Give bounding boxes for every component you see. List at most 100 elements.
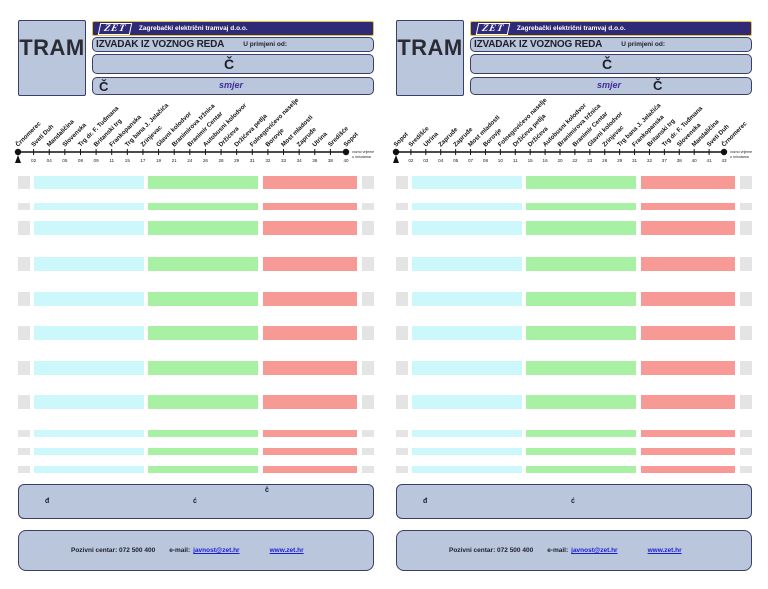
travel-time: 22 [572, 158, 578, 163]
travel-time: 38 [677, 158, 683, 163]
timetable-right: TRAM ZET Zagrebački električni tramvaj d… [390, 0, 760, 589]
timetable-cell [526, 257, 636, 271]
timetable-cell [526, 176, 636, 189]
timetable-cell [18, 448, 30, 455]
company-name: Zagrebački električni tramvaj d.o.o. [138, 25, 248, 32]
timetable-cell [641, 203, 735, 210]
timetable-cell [148, 448, 258, 455]
call-center: Pozivni centar: 072 500 400 [71, 547, 156, 554]
timetable-row [396, 221, 752, 235]
timetable-cell [148, 361, 258, 375]
travel-time-label: u minutama [352, 155, 371, 159]
travel-time: 29 [234, 158, 240, 163]
timetable-cell [34, 292, 144, 306]
notes-box: đ ć č [18, 484, 374, 519]
timetable-cell [148, 395, 258, 409]
timetable-cell [148, 257, 258, 271]
timetable-cell [18, 395, 30, 409]
call-center: Pozivni centar: 072 500 400 [449, 547, 534, 554]
timetable-cell [18, 203, 30, 210]
timetable-row [396, 361, 752, 375]
travel-time: 08 [78, 158, 84, 163]
note-a: đ [45, 498, 50, 505]
travel-time: 19 [156, 158, 162, 163]
timetable-cell [641, 448, 735, 455]
timetable-row [18, 176, 374, 189]
direction-to: Č [653, 78, 663, 93]
timetable-row [18, 430, 374, 437]
timetable-cell [362, 326, 374, 340]
timetable-cell [362, 395, 374, 409]
travel-time: 29 [617, 158, 623, 163]
website-link[interactable]: www.zet.hr [647, 547, 682, 554]
timetable-cell [148, 292, 258, 306]
note-c: č [265, 487, 269, 494]
company-name: Zagrebački električni tramvaj d.o.o. [516, 25, 626, 32]
website-link[interactable]: www.zet.hr [269, 547, 304, 554]
timetable-cell [740, 448, 752, 455]
timetable-cell [18, 176, 30, 189]
timetable-cell [396, 430, 408, 437]
timetable-cell [148, 203, 258, 210]
timetable-cell [396, 203, 408, 210]
travel-time: 11 [109, 158, 114, 163]
timetable-cell [641, 361, 735, 375]
timetable-cell [18, 466, 30, 473]
travel-time: 02 [31, 158, 37, 163]
travel-time: 31 [632, 158, 638, 163]
timetable-cell [526, 361, 636, 375]
tram-label: TRAM [397, 35, 463, 60]
timetable-cell [641, 292, 735, 306]
timetable-row [18, 466, 374, 473]
travel-time: 17 [140, 158, 146, 163]
timetable-cell [34, 326, 144, 340]
timetable-cell [18, 361, 30, 375]
travel-time: 05 [62, 158, 68, 163]
travel-time: 15 [528, 158, 534, 163]
company-bar: ZET Zagrebački električni tramvaj d.o.o. [470, 21, 752, 36]
timetable-cell [412, 326, 522, 340]
timetable-cell [34, 203, 144, 210]
timetable-row [18, 257, 374, 271]
travel-time: 26 [203, 158, 209, 163]
timetable-cell [263, 361, 357, 375]
timetable-cell [641, 176, 735, 189]
timetable-row [396, 395, 752, 409]
email-label: e-mail: [547, 547, 569, 554]
travel-time: 34 [297, 158, 303, 163]
timetable-cell [18, 221, 30, 235]
start-arrow-icon [393, 155, 399, 163]
timetable-cell [263, 257, 357, 271]
timetable-cell [34, 176, 144, 189]
timetable-cell [412, 292, 522, 306]
travel-time: 05 [453, 158, 459, 163]
line-row: Č [470, 54, 752, 74]
timetable-cell [34, 221, 144, 235]
timetable-cell [263, 221, 357, 235]
travel-time: 32 [647, 158, 653, 163]
timetable-cell [34, 395, 144, 409]
timetable-cell [34, 466, 144, 473]
direction-label: smjer [219, 80, 244, 90]
timetable-cell [740, 221, 752, 235]
travel-time: 38 [328, 158, 334, 163]
timetable-cell [412, 176, 522, 189]
timetable-row [18, 395, 374, 409]
timetable-cell [526, 326, 636, 340]
timetable-cell [641, 221, 735, 235]
line-number: Č [223, 56, 235, 72]
start-dot [14, 148, 22, 156]
valid-from-label: U primjeni od: [621, 41, 665, 48]
timetable-cell [362, 430, 374, 437]
email-link[interactable]: javnost@zet.hr [571, 547, 618, 554]
timetable-cell [263, 326, 357, 340]
timetable-cell [362, 292, 374, 306]
timetable-row [396, 176, 752, 189]
timetable-cell [362, 448, 374, 455]
timetable-cell [526, 448, 636, 455]
travel-time: 03 [423, 158, 429, 163]
timetable-cell [740, 430, 752, 437]
email-link[interactable]: javnost@zet.hr [193, 547, 240, 554]
travel-time: 04 [438, 158, 444, 163]
timetable-cell [412, 466, 522, 473]
